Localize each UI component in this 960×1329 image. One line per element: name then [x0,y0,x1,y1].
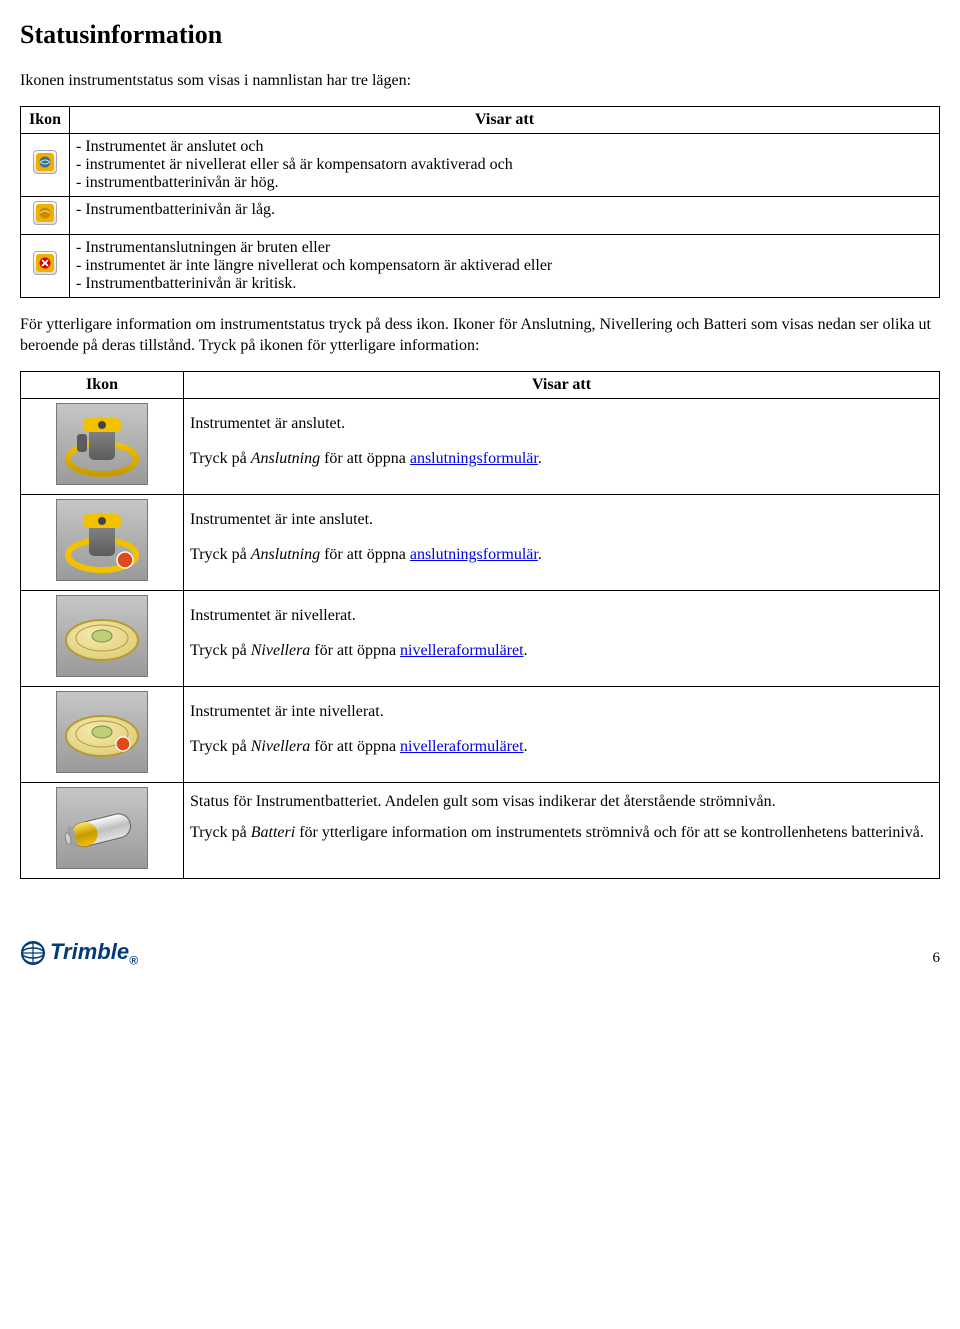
t1-header-shows: Visar att [70,106,940,133]
page-title: Statusinformation [20,20,940,50]
battery-icon [56,787,148,869]
t2-row1-mid: för att öppna [320,546,410,563]
page-footer: Trimble® 6 [20,939,940,967]
instrument-disconnected-icon [56,499,148,581]
t1-row2-iconcell [21,234,70,297]
t2-row1-iconcell [21,494,184,590]
t2-row3-post: . [524,738,528,755]
intro-paragraph: Ikonen instrumentstatus som visas i namn… [20,70,940,92]
t2-row1-em: Anslutning [251,546,320,563]
status-ok-icon [33,150,57,174]
t1-row2-line2: - Instrumentbatterinivån är kritisk. [76,275,933,293]
t2-row3-iconcell [21,686,184,782]
t2-row2-text: Instrumentet är nivellerat. Tryck på Niv… [184,590,940,686]
t2-header-icon: Ikon [21,371,184,398]
trimble-globe-icon [20,940,46,966]
t1-row1-line0: - Instrumentbatterinivån är låg. [76,201,933,219]
t2-row2-status: Instrumentet är nivellerat. [190,605,933,627]
t2-row2-mid: för att öppna [310,642,400,659]
t1-row1-iconcell [21,196,70,234]
page-number: 6 [933,950,941,967]
trimble-logo-text: Trimble® [50,939,138,967]
t2-row4-em: Batteri [251,824,295,841]
trimble-logo: Trimble® [20,939,138,967]
t2-row0-pre: Tryck på [190,450,251,467]
status-low-icon [33,201,57,225]
t2-row3-action: Tryck på Nivellera för att öppna nivelle… [190,736,933,758]
t2-row1-link[interactable]: anslutningsformulär [410,546,538,563]
t1-row1-text: - Instrumentbatterinivån är låg. [70,196,940,234]
t2-row3-mid: för att öppna [310,738,400,755]
t1-row2-line0: - Instrumentanslutningen är bruten eller [76,239,933,257]
t2-row0-text: Instrumentet är anslutet. Tryck på Anslu… [184,398,940,494]
t2-row3-status: Instrumentet är inte nivellerat. [190,701,933,723]
t2-row4-action: Tryck på Batteri för ytterligare informa… [190,822,933,844]
t2-row1-text: Instrumentet är inte anslutet. Tryck på … [184,494,940,590]
t1-row0-line0: - Instrumentet är anslutet och [76,138,933,156]
t2-row4-iconcell [21,782,184,878]
t2-row2-em: Nivellera [251,642,311,659]
t2-row4-text: Status för Instrumentbatteriet. Andelen … [184,782,940,878]
t2-row1-action: Tryck på Anslutning för att öppna anslut… [190,544,933,566]
t2-row0-action: Tryck på Anslutning för att öppna anslut… [190,448,933,470]
mid-paragraph: För ytterligare information om instrumen… [20,314,940,357]
t1-row0-iconcell [21,133,70,196]
t2-row2-post: . [524,642,528,659]
t2-row0-link[interactable]: anslutningsformulär [410,450,538,467]
t2-row1-status: Instrumentet är inte anslutet. [190,509,933,531]
t2-row1-post: . [538,546,542,563]
t2-row2-link[interactable]: nivelleraformuläret [400,642,524,659]
status-icons-table: Ikon Visar att [20,371,940,879]
instrument-connected-icon [56,403,148,485]
t2-header-shows: Visar att [184,371,940,398]
t1-row2-line1: - instrumentet är inte längre nivellerat… [76,257,933,275]
t1-row0-text: - Instrumentet är anslutet och - instrum… [70,133,940,196]
t2-row0-iconcell [21,398,184,494]
t2-row2-action: Tryck på Nivellera för att öppna nivelle… [190,640,933,662]
t2-row1-pre: Tryck på [190,546,251,563]
status-error-icon [33,251,57,275]
t2-row2-iconcell [21,590,184,686]
t2-row4-pre: Tryck på [190,824,251,841]
t2-row3-link[interactable]: nivelleraformuläret [400,738,524,755]
t2-row4-mid: för ytterligare information om instrumen… [295,824,924,841]
t2-row2-pre: Tryck på [190,642,251,659]
t2-row3-em: Nivellera [251,738,311,755]
t1-header-icon: Ikon [21,106,70,133]
t2-row0-mid: för att öppna [320,450,410,467]
t2-row3-text: Instrumentet är inte nivellerat. Tryck p… [184,686,940,782]
t2-row0-post: . [538,450,542,467]
t1-row0-line2: - instrumentbatterinivån är hög. [76,174,933,192]
t1-row2-text: - Instrumentanslutningen är bruten eller… [70,234,940,297]
t2-row0-em: Anslutning [251,450,320,467]
t2-row3-pre: Tryck på [190,738,251,755]
t1-row0-line1: - instrumentet är nivellerat eller så är… [76,156,933,174]
t2-row4-status: Status för Instrumentbatteriet. Andelen … [190,791,933,813]
t2-row0-status: Instrumentet är anslutet. [190,413,933,435]
status-states-table: Ikon Visar att - Instrumentet är anslute… [20,106,940,298]
level-ok-icon [56,595,148,677]
level-bad-icon [56,691,148,773]
